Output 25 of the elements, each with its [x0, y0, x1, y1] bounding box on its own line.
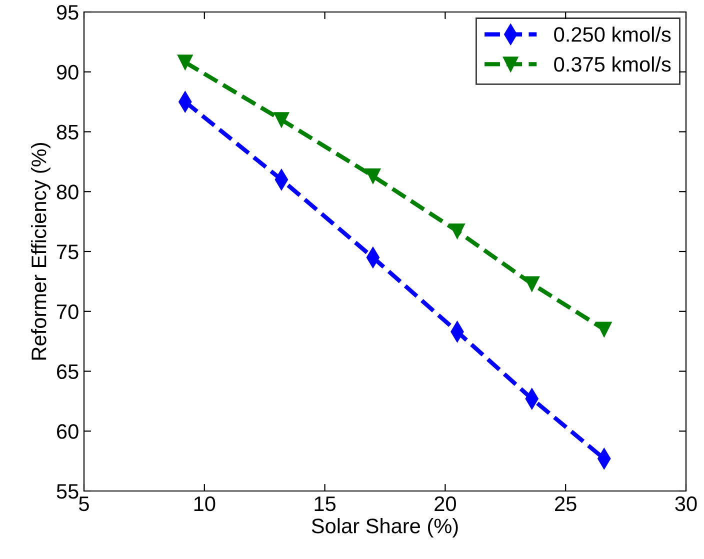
point — [450, 224, 465, 239]
y-tick-label: 60 — [57, 424, 78, 439]
legend-label: 0.375 kmol/s — [554, 56, 671, 72]
point — [365, 168, 381, 184]
x-axis-title: Solar Share (%) — [312, 518, 458, 538]
y-tick-label: 90 — [56, 64, 78, 80]
x-tick-label: 15 — [314, 496, 336, 512]
y-tick-label: 95 — [56, 5, 78, 20]
point — [274, 112, 290, 128]
y-tick-label: 80 — [56, 184, 78, 200]
x-tick-label: 5 — [79, 496, 89, 512]
x-tick-label: 20 — [434, 496, 456, 512]
x-tick-label: 25 — [555, 496, 576, 512]
y-tick-label: 85 — [56, 124, 78, 140]
y-tick-label: 55 — [56, 484, 78, 499]
y-tick-label: 65 — [57, 364, 78, 380]
y-axis-title: Reformer Efficiency (%) — [30, 142, 50, 360]
point — [596, 322, 612, 337]
point — [524, 276, 540, 292]
legend-label: 0.250 kmol/s — [554, 26, 671, 42]
y-tick-label: 75 — [57, 244, 78, 260]
point — [177, 54, 193, 70]
x-tick-label: 30 — [675, 496, 697, 512]
x-tick-label: 10 — [194, 496, 216, 512]
y-tick-label: 70 — [57, 304, 78, 320]
